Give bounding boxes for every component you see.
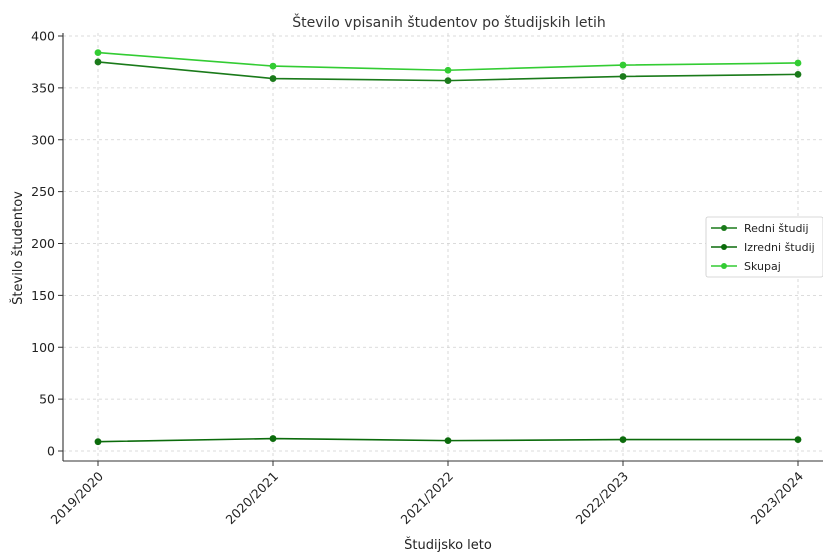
legend-swatch-marker [721, 225, 727, 231]
series-3-point [444, 66, 452, 74]
y-tick-label: 50 [39, 392, 55, 407]
y-tick-label: 150 [31, 288, 55, 303]
x-tick-label: 2020/2021 [223, 469, 282, 528]
legend-swatch-marker [721, 263, 727, 269]
legend-swatch-marker [721, 244, 727, 250]
legend-box [705, 216, 823, 278]
series-group [94, 49, 802, 446]
y-tick-label: 0 [47, 444, 55, 459]
series-1-point [444, 77, 452, 85]
legend-label: Redni študij [744, 222, 809, 235]
y-axis-label: Število študentov [10, 191, 26, 305]
series-2-point [94, 438, 102, 446]
y-tick-label: 350 [31, 80, 55, 95]
y-tick-label: 300 [31, 132, 55, 147]
series-2-point [794, 436, 802, 443]
grid [63, 33, 823, 461]
x-tick-label: 2023/2024 [748, 468, 807, 527]
y-axis-ticks: 0 50 100 150 200 250 300 350 400 [31, 29, 63, 459]
chart-title: Število vpisanih študentov po študijskih… [292, 13, 606, 31]
y-tick-label: 250 [31, 184, 55, 199]
legend: Redni študij Izredni študij Skupaj [705, 216, 823, 278]
series-3-point [619, 61, 627, 69]
series-2-point [269, 435, 277, 442]
legend-label: Izredni študij [744, 241, 815, 254]
axes [62, 33, 823, 462]
x-tick-label: 2022/2023 [573, 469, 632, 528]
series-1-point [269, 75, 277, 82]
series-3-point [94, 49, 102, 56]
series-2-point [444, 437, 452, 445]
x-axis-label: Študijsko leto [404, 537, 492, 552]
series-2-point [619, 436, 627, 443]
series-3-point [794, 59, 802, 67]
series-3-point [269, 62, 277, 70]
x-axis-ticks: 2019/2020 2020/2021 2021/2022 2022/2023 2023… [48, 461, 807, 528]
y-tick-label: 400 [31, 29, 55, 44]
y-tick-label: 200 [31, 236, 55, 251]
legend-label: Skupaj [744, 260, 781, 273]
series-1-point [619, 73, 627, 80]
y-tick-label: 100 [31, 340, 55, 355]
series-1-point [94, 58, 102, 66]
x-tick-label: 2019/2020 [48, 468, 107, 527]
series-1-point [794, 70, 802, 78]
x-tick-label: 2021/2022 [398, 469, 457, 528]
